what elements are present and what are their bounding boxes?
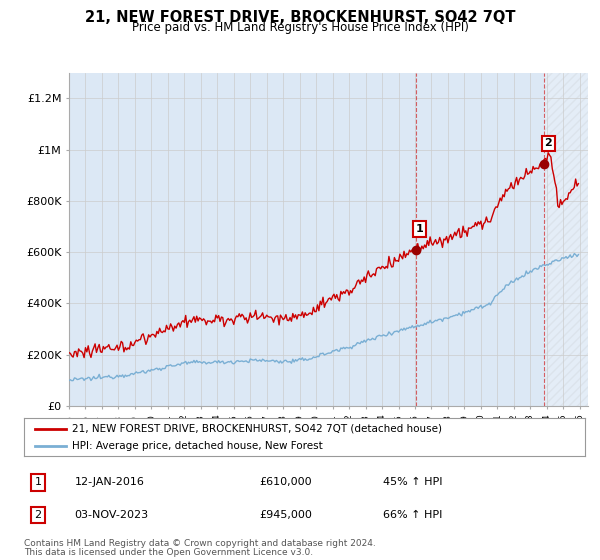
Text: Price paid vs. HM Land Registry's House Price Index (HPI): Price paid vs. HM Land Registry's House … xyxy=(131,21,469,34)
Text: This data is licensed under the Open Government Licence v3.0.: This data is licensed under the Open Gov… xyxy=(24,548,313,557)
Bar xyxy=(544,73,588,406)
Text: 2: 2 xyxy=(544,138,552,148)
Text: 21, NEW FOREST DRIVE, BROCKENHURST, SO42 7QT (detached house): 21, NEW FOREST DRIVE, BROCKENHURST, SO42… xyxy=(71,423,442,433)
Text: Contains HM Land Registry data © Crown copyright and database right 2024.: Contains HM Land Registry data © Crown c… xyxy=(24,539,376,548)
Bar xyxy=(544,73,588,406)
Text: 1: 1 xyxy=(416,224,424,234)
Text: 66% ↑ HPI: 66% ↑ HPI xyxy=(383,510,442,520)
Text: HPI: Average price, detached house, New Forest: HPI: Average price, detached house, New … xyxy=(71,441,322,451)
Text: 2: 2 xyxy=(34,510,41,520)
Text: 03-NOV-2023: 03-NOV-2023 xyxy=(74,510,149,520)
Text: £945,000: £945,000 xyxy=(260,510,313,520)
Text: £610,000: £610,000 xyxy=(260,478,312,487)
Text: 1: 1 xyxy=(35,478,41,487)
Text: 12-JAN-2016: 12-JAN-2016 xyxy=(74,478,145,487)
Text: 21, NEW FOREST DRIVE, BROCKENHURST, SO42 7QT: 21, NEW FOREST DRIVE, BROCKENHURST, SO42… xyxy=(85,10,515,25)
Text: 45% ↑ HPI: 45% ↑ HPI xyxy=(383,478,443,487)
